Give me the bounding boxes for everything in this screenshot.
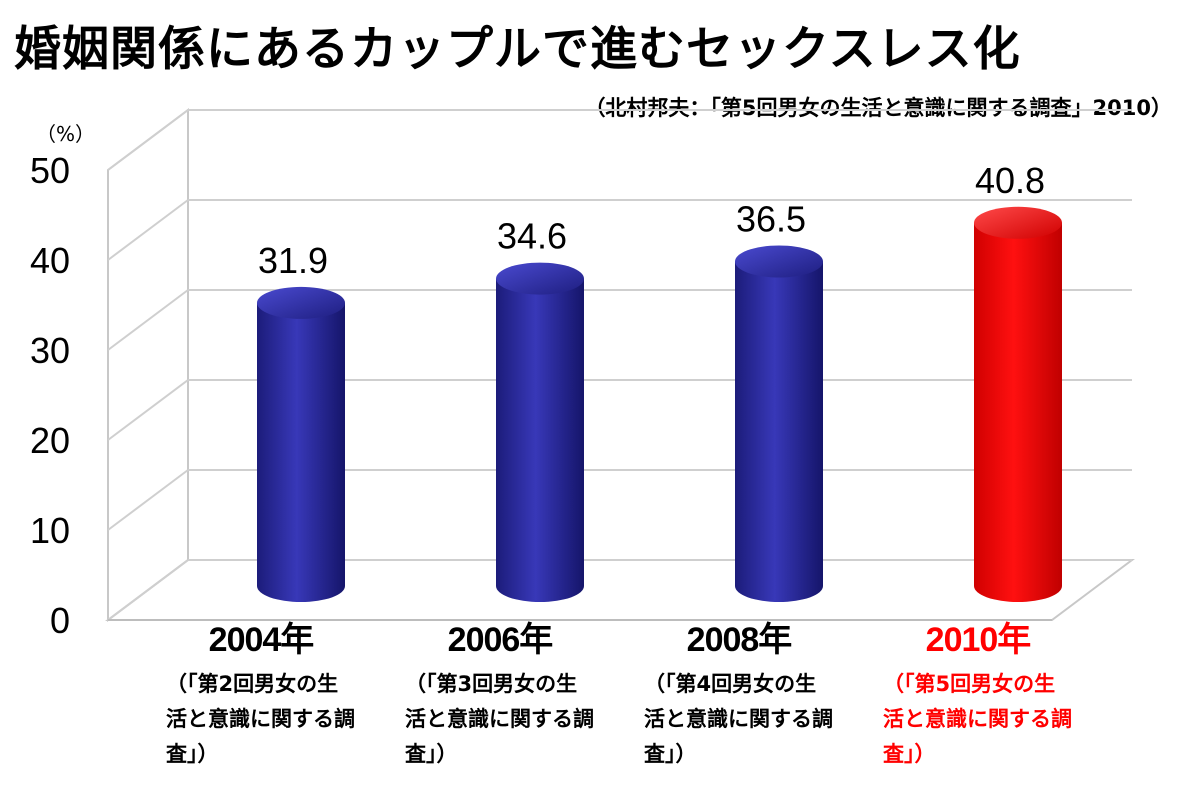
gridline-depth <box>107 559 189 621</box>
y-tick-label: 30 <box>30 330 70 371</box>
x-category-highlight: 2010年 （「第5回男女の生活と意識に関する調査」） <box>858 612 1098 772</box>
y-axis-unit-label: （%） <box>36 122 96 146</box>
x-tick-note: （「第4回男女の生活と意識に関する調査」） <box>644 672 833 766</box>
chart-title: 婚姻関係にあるカップルで進むセックスレス化 <box>14 22 1021 77</box>
bar-body <box>735 261 823 602</box>
gridline-depth <box>107 109 189 171</box>
bar <box>496 262 584 602</box>
y-tick-label: 10 <box>30 510 70 551</box>
y-tick-label: 40 <box>30 240 70 281</box>
value-label: 40.8 <box>975 160 1045 201</box>
bar-series <box>257 206 1062 603</box>
value-label: 31.9 <box>258 240 328 281</box>
left-wall <box>107 108 189 622</box>
bar-body <box>974 222 1062 603</box>
x-tick-note: （「第2回男女の生活と意識に関する調査」） <box>166 672 355 766</box>
gridline-depth <box>107 289 189 351</box>
value-label: 36.5 <box>736 199 806 240</box>
x-tick-label: 2008年 <box>686 621 793 659</box>
bar-body <box>257 302 345 602</box>
bar <box>974 206 1062 603</box>
bar <box>257 286 345 602</box>
x-category: 2006年 （「第3回男女の生活と意識に関する調査」） <box>380 612 620 772</box>
x-tick-note: （「第5回男女の生活と意識に関する調査」） <box>883 672 1072 766</box>
gridline-depth <box>107 379 189 441</box>
x-tick-label: 2010年 <box>925 621 1032 659</box>
x-category: 2008年 （「第4回男女の生活と意識に関する調査」） <box>619 612 859 772</box>
x-tick-label: 2004年 <box>208 621 315 659</box>
bar-top <box>974 206 1062 239</box>
bar-top <box>257 286 345 319</box>
value-label: 34.6 <box>497 216 567 257</box>
x-category: 2004年 （「第2回男女の生活と意識に関する調査」） <box>141 612 381 772</box>
x-tick-note: （「第3回男女の生活と意識に関する調査」） <box>405 672 594 766</box>
bar-top <box>735 245 823 278</box>
y-tick-label: 50 <box>30 150 70 191</box>
bar-top <box>496 262 584 295</box>
y-tick-label: 20 <box>30 420 70 461</box>
chart-subtitle: （北村邦夫：「第5回男女の生活と意識に関する調査」2010） <box>584 96 1172 120</box>
y-axis-ticks: 0 10 20 30 40 50 <box>30 150 70 641</box>
bar <box>735 245 823 602</box>
y-tick-label: 0 <box>50 600 70 641</box>
gridline-depth <box>107 469 189 531</box>
value-labels: 31.9 34.6 36.5 40.8 <box>258 160 1045 281</box>
bar-body <box>496 278 584 602</box>
x-tick-label: 2006年 <box>447 621 554 659</box>
gridline-depth <box>107 199 189 261</box>
